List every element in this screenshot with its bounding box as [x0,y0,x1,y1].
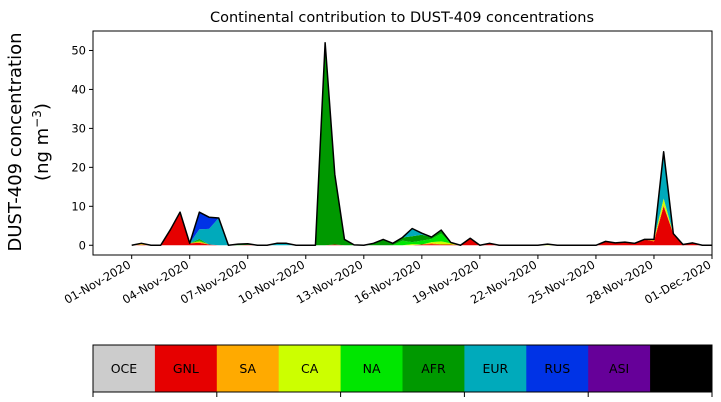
area-series-sa [131,204,712,246]
area-series-asi [131,42,712,246]
colorbar-label: GNL [173,361,199,376]
colorbar-swatch-asi [588,345,651,392]
area-series-afr [131,42,712,246]
colorbar-swatch-afr [402,345,465,392]
colorbar-label: SA [239,361,256,376]
y-tick-label: 10 [71,199,86,213]
y-axis-label-unit-suffix: ) [32,103,53,110]
y-tick-label: 0 [79,238,86,252]
colorbar-swatch-sa [216,345,280,392]
colorbar-label: OCE [111,361,138,376]
y-tick-label: 20 [71,160,86,174]
y-axis-label-unit-exponent: −3 [30,110,44,128]
colorbar-swatch-rus [526,345,589,392]
colorbar-swatch-aus [650,345,713,392]
y-tick-label: 40 [71,82,86,96]
colorbar-label: CA [301,361,319,376]
colorbar-swatch-oce [93,345,156,392]
colorbar-swatch-eur [464,345,527,392]
total-outline [131,41,712,247]
area-series-eur [131,42,712,246]
colorbar-label: NA [363,361,381,376]
colorbar-swatch-gnl [154,345,218,392]
colorbar-label: ASI [609,361,629,376]
colorbar-swatch-na [340,345,403,392]
y-axis-label-line1: DUST-409 concentration [5,32,26,251]
plot-area [131,41,712,247]
area-series-aus [131,42,712,246]
colorbar-swatch-ca [278,345,342,392]
colorbar-label: AUS [668,361,694,376]
y-axis-label-line2: (ng m−3) [30,103,53,181]
y-axis-label-unit-prefix: (ng m [32,128,53,181]
colorbar-frame [92,344,713,393]
x-tick-label: 01-Dec-2020 [642,257,713,306]
chart-title: Continental contribution to DUST-409 con… [210,10,594,26]
area-series-rus [131,42,712,246]
y-axis-label: DUST-409 concentration (ng m−3) [5,32,53,251]
legend-colorbar: OCE GNL SA CA NA AFR EUR RUS ASI AUS [92,344,713,397]
axes: 0102030405001-Nov-202004-Nov-202007-Nov-… [62,30,714,307]
colorbar-label: RUS [544,361,570,376]
colorbar-label: EUR [482,361,508,376]
plot-frame [92,30,713,256]
y-tick-label: 50 [71,43,86,57]
y-tick-label: 30 [71,121,86,135]
colorbar-label: AFR [421,361,446,376]
